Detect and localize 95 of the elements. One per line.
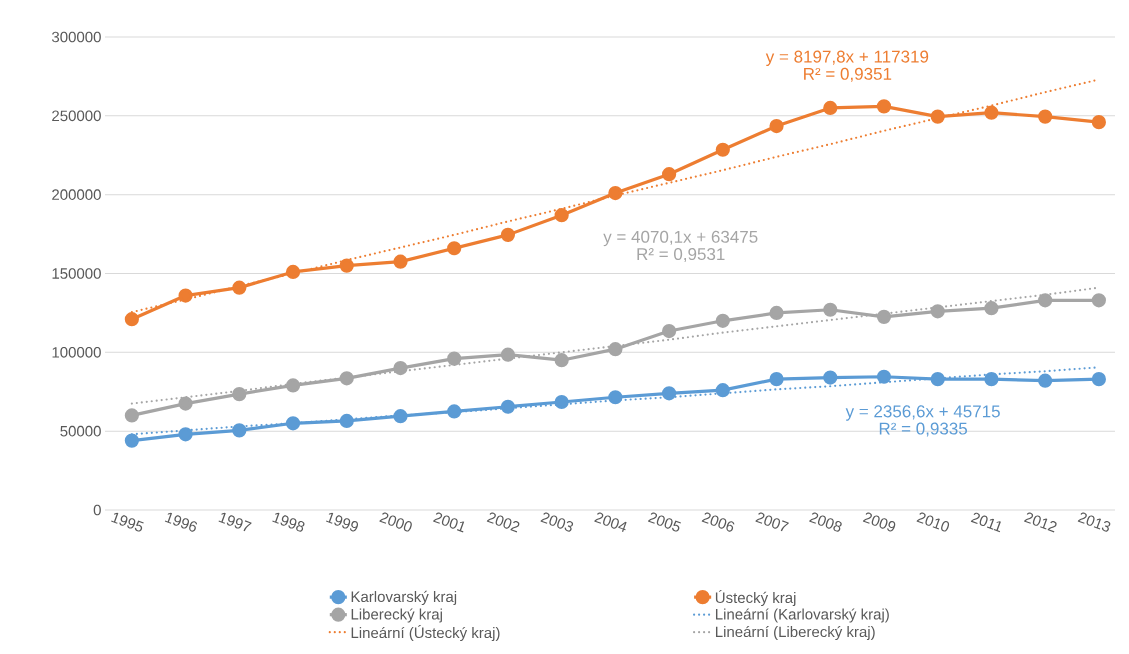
point	[769, 118, 784, 134]
point	[447, 241, 462, 256]
point	[930, 372, 945, 387]
x-tick-label: 1995	[111, 512, 144, 532]
x-tick-label: 1997	[218, 512, 252, 532]
point	[178, 427, 193, 442]
point	[1091, 293, 1106, 308]
point	[447, 351, 462, 366]
annotation: y = 2356,6x + 45715	[845, 405, 1000, 421]
point	[285, 378, 301, 393]
point	[662, 386, 677, 401]
point	[285, 416, 301, 431]
y-tick-label: 100000	[52, 347, 101, 358]
point	[1091, 372, 1106, 387]
point	[500, 399, 516, 414]
point	[1038, 293, 1053, 308]
point	[500, 227, 516, 242]
y-tick-label: 250000	[52, 110, 101, 122]
point	[339, 413, 354, 429]
point	[393, 409, 408, 424]
point	[447, 404, 462, 419]
point	[500, 347, 516, 362]
legend-label: Ústecký kraj	[715, 589, 796, 606]
point	[984, 105, 999, 120]
legend-label: Liberecký kraj	[351, 608, 442, 623]
point	[124, 312, 139, 327]
point	[823, 302, 838, 317]
x-tick-label: 2006	[701, 512, 735, 532]
point	[232, 387, 247, 402]
point	[554, 353, 569, 368]
point	[769, 305, 784, 321]
x-tick-label: 2004	[594, 512, 627, 532]
point	[232, 280, 247, 295]
legend-label: Lineární (Karlovarský kraj)	[715, 608, 889, 623]
y-tick-label: 50000	[60, 425, 101, 437]
x-tick-label: 1996	[164, 512, 198, 532]
point	[124, 408, 139, 423]
annotation: y = 4070,1x + 63475	[603, 230, 758, 247]
y-tick-label: 300000	[51, 31, 101, 43]
point	[876, 369, 892, 384]
x-tick-label: 1999	[326, 512, 359, 532]
x-tick-label: 2001	[433, 512, 465, 533]
point	[984, 372, 999, 387]
annotation: y = 8197,8x + 117319	[765, 50, 929, 66]
point	[715, 142, 730, 157]
point	[1038, 373, 1053, 388]
annotation: R² = 0,9531	[637, 248, 725, 263]
point	[554, 394, 569, 410]
annotation: R² = 0,9335	[879, 422, 968, 437]
point	[715, 383, 730, 398]
point	[876, 309, 892, 324]
point	[930, 109, 945, 124]
point	[393, 361, 408, 376]
y-tick-label: 200000	[52, 189, 101, 200]
legend-label: Lineární (Liberecký kraj)	[715, 625, 875, 641]
point	[662, 167, 677, 182]
x-tick-label: 2002	[486, 512, 520, 533]
x-tick-label: 2008	[809, 512, 842, 532]
point	[984, 301, 999, 316]
point	[1091, 115, 1106, 130]
x-tick-label: 2009	[862, 512, 896, 532]
x-tick-label: 2007	[755, 512, 789, 532]
point	[876, 99, 892, 114]
x-tick-label: 2011	[970, 512, 1001, 533]
y-tick-label: 0	[93, 504, 101, 516]
x-tick-label: 2010	[916, 512, 950, 532]
point	[662, 323, 677, 339]
x-tick-label: 2005	[647, 512, 681, 532]
point	[823, 100, 838, 116]
point	[232, 423, 247, 438]
point	[608, 185, 623, 201]
point	[339, 371, 354, 386]
y-tick-label: 150000	[52, 268, 101, 279]
point	[715, 313, 730, 328]
point	[178, 288, 193, 303]
annotation: R² = 0,9351	[804, 67, 892, 82]
x-tick-label: 2000	[379, 512, 412, 532]
x-tick-label: 2012	[1024, 512, 1057, 533]
point	[554, 208, 569, 223]
point	[1038, 109, 1053, 124]
point	[608, 390, 623, 405]
x-tick-label: 2003	[540, 512, 574, 532]
point	[178, 396, 193, 411]
point	[930, 304, 945, 319]
point	[769, 372, 784, 387]
point	[339, 258, 354, 273]
point	[608, 342, 623, 357]
x-tick-label: 1998	[272, 512, 305, 532]
point	[124, 433, 139, 448]
legend-label: Karlovarský kraj	[351, 590, 457, 606]
point	[823, 370, 838, 385]
x-tick-label: 2013	[1077, 512, 1111, 532]
point	[393, 254, 408, 269]
point	[285, 264, 301, 280]
legend-label: Lineární (Ústecký kraj)	[351, 624, 500, 642]
